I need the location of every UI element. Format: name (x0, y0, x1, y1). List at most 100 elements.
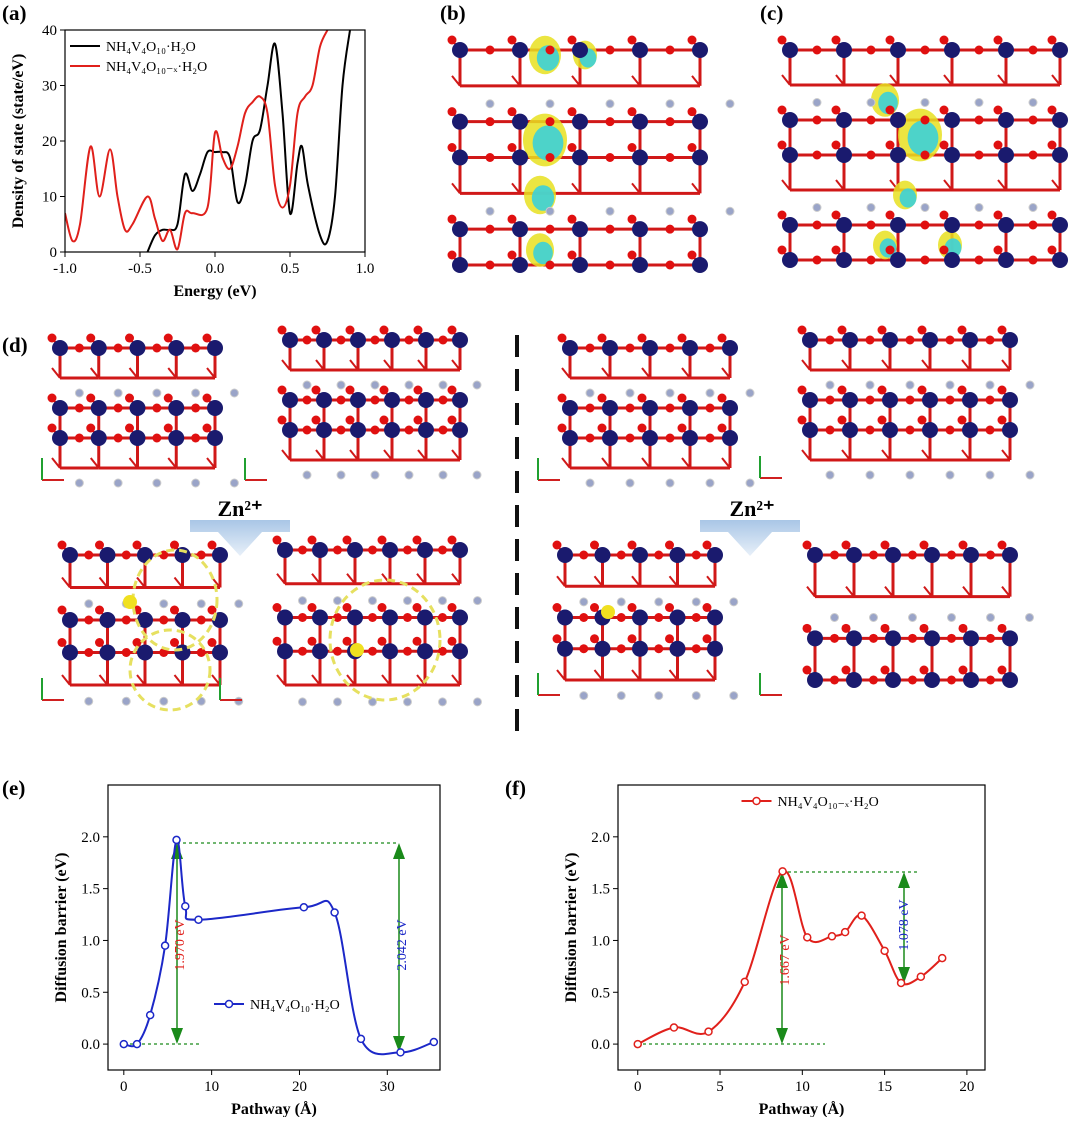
molecule (74, 388, 84, 398)
oxygen (121, 550, 131, 560)
y-axis-title: Density of state (state/eV) (10, 54, 27, 229)
vanadium (207, 340, 223, 356)
panel-label: (d) (2, 333, 28, 357)
vanadium (384, 332, 400, 348)
oxygen (616, 613, 626, 622)
molecule (473, 697, 482, 707)
highlight (131, 548, 219, 652)
bond (381, 573, 391, 585)
vanadium (632, 221, 648, 238)
molecule (336, 470, 346, 480)
vanadium (962, 422, 978, 438)
vanadium (572, 42, 588, 58)
oxygen (86, 393, 96, 403)
bond (962, 586, 972, 598)
arrowhead (171, 843, 183, 859)
ion-label: Zn²⁺ (217, 496, 262, 521)
vanadium (842, 392, 858, 408)
molecule (920, 203, 930, 212)
y-tick-label: 2.0 (591, 830, 610, 846)
bond (315, 449, 325, 461)
molecule (152, 478, 162, 488)
vanadium (642, 430, 658, 446)
molecule (1028, 98, 1038, 107)
molecule (812, 98, 822, 107)
marker (740, 977, 749, 987)
vanadium (707, 640, 723, 657)
vanadium (692, 113, 708, 130)
vanadium (682, 430, 698, 446)
panel-label: (e) (2, 776, 25, 800)
oxygen (825, 335, 835, 345)
molecule (191, 478, 201, 488)
oxygen (485, 153, 495, 162)
oxygen (1028, 220, 1038, 230)
oxygen (777, 35, 787, 45)
vanadium (1052, 147, 1068, 163)
bond (923, 586, 933, 598)
bond (641, 367, 651, 379)
oxygen (379, 415, 389, 425)
oxygen (812, 220, 822, 230)
bond (51, 457, 61, 469)
marker (299, 903, 309, 912)
vanadium (963, 630, 979, 647)
vanadium (99, 612, 116, 628)
vanadium (1052, 252, 1068, 268)
bond (806, 586, 816, 598)
legend-label: NH₄V₄O₁₀₋ₓ·H₂O (106, 60, 207, 75)
oxygen (447, 250, 457, 260)
oxygen (545, 224, 555, 234)
vanadium (836, 252, 852, 268)
molecule (472, 380, 482, 390)
vanadium (807, 672, 823, 688)
vanadium (512, 149, 528, 166)
marker (160, 941, 170, 950)
molecule (866, 203, 876, 212)
vanadium (782, 252, 798, 268)
oxygen (163, 333, 173, 343)
molecule (908, 613, 917, 622)
oxygen (837, 415, 847, 425)
vanadium (602, 340, 618, 356)
bond (349, 449, 359, 461)
oxygen (298, 646, 307, 656)
oxygen (298, 613, 307, 622)
vanadium (836, 217, 852, 233)
oxygen (507, 107, 517, 117)
oxygen (113, 343, 123, 353)
oxygen (627, 143, 637, 152)
vanadium (452, 149, 468, 166)
oxygen (917, 325, 927, 335)
oxygen (877, 325, 887, 335)
oxygen (997, 415, 1007, 425)
oxygen (567, 250, 577, 260)
oxygen (163, 393, 173, 403)
vanadium (557, 547, 573, 563)
vanadium (316, 332, 332, 348)
oxygen (438, 395, 448, 405)
vanadium (944, 42, 960, 58)
bond (383, 359, 393, 371)
vanadium (962, 332, 978, 348)
legend-label: NH₄V₄O₁₀·H₂O (250, 998, 340, 1013)
molecule (113, 478, 123, 488)
bond (381, 674, 391, 686)
oxygen (579, 550, 589, 560)
oxygen (885, 140, 895, 150)
oxygen (311, 415, 321, 425)
oxygen (191, 403, 201, 413)
vanadium (922, 422, 938, 438)
oxygen (919, 540, 929, 550)
oxygen (717, 393, 727, 403)
oxygen (272, 603, 282, 612)
zinc (350, 643, 364, 657)
vanadium (782, 147, 798, 163)
vanadium (692, 149, 708, 166)
vanadium (885, 547, 901, 563)
oxygen (691, 644, 701, 654)
oxygen (945, 395, 955, 405)
molecule (825, 470, 835, 480)
oxygen (865, 425, 875, 435)
molecule (865, 380, 875, 390)
